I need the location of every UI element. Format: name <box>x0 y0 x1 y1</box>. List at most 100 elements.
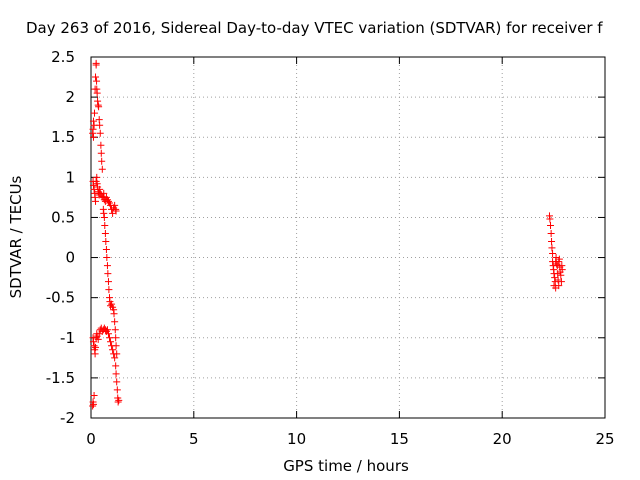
data-point <box>111 354 119 362</box>
y-tick-label: -1 <box>60 329 75 347</box>
data-point <box>90 342 98 350</box>
x-tick-label: 25 <box>595 430 614 448</box>
data-point <box>547 229 555 237</box>
data-point <box>551 278 559 286</box>
data-point <box>113 386 121 394</box>
data-point <box>107 338 115 346</box>
data-point <box>112 362 120 370</box>
plot-frame <box>90 56 606 419</box>
data-point <box>554 276 562 284</box>
x-tick-label: 15 <box>390 430 409 448</box>
data-point <box>102 246 110 254</box>
data-point <box>110 350 118 358</box>
data-point <box>95 103 103 111</box>
data-point <box>112 370 120 378</box>
data-point <box>109 346 117 354</box>
y-tick-label: 1 <box>65 168 75 186</box>
data-point <box>94 97 102 105</box>
y-tick-label: 0.5 <box>51 208 75 226</box>
data-point <box>104 330 112 338</box>
data-point <box>547 221 555 229</box>
data-point <box>92 343 100 351</box>
y-tick-label: -1.5 <box>46 369 75 387</box>
grid-lines <box>91 57 605 418</box>
x-tick-label: 10 <box>287 430 306 448</box>
data-point <box>92 59 100 67</box>
data-point <box>89 181 97 189</box>
data-point <box>104 270 112 278</box>
x-axis-label: GPS time / hours <box>283 457 409 475</box>
data-point <box>111 318 119 326</box>
data-point <box>549 250 557 258</box>
data-point <box>552 254 560 262</box>
data-point <box>108 342 116 350</box>
data-point <box>113 378 121 386</box>
y-axis-ticks: 2.5 2 1.5 1 0.5 0 -0.5 -1 -1.5 -2 <box>46 48 605 427</box>
data-point <box>97 141 105 149</box>
data-point <box>106 334 114 342</box>
data-point <box>92 73 100 81</box>
data-point <box>103 254 111 262</box>
y-tick-label: 1.5 <box>51 128 75 146</box>
data-point <box>89 338 97 346</box>
data-point <box>91 350 99 358</box>
data-point <box>103 262 111 270</box>
data-point <box>98 157 106 165</box>
y-tick-label: -0.5 <box>46 289 75 307</box>
data-point <box>93 89 101 97</box>
data-point <box>93 77 101 85</box>
data-point <box>104 278 112 286</box>
chart-title: Day 263 of 2016, Sidereal Day-to-day VTE… <box>26 19 603 37</box>
data-point <box>112 334 120 342</box>
data-point <box>96 121 104 129</box>
data-point <box>557 278 565 286</box>
x-tick-label: 0 <box>86 430 96 448</box>
data-point <box>100 213 108 221</box>
x-tick-label: 20 <box>493 430 512 448</box>
y-tick-label: 0 <box>65 249 75 267</box>
data-point <box>89 125 97 133</box>
data-point <box>108 300 116 308</box>
data-point <box>96 185 104 193</box>
data-point <box>101 229 109 237</box>
data-point <box>100 189 108 197</box>
x-tick-label: 5 <box>189 430 199 448</box>
data-point <box>89 400 97 408</box>
data-point <box>557 271 565 279</box>
data-points <box>89 59 566 410</box>
x-axis-ticks: 0 5 10 15 20 25 <box>86 57 615 448</box>
data-point <box>110 310 118 318</box>
y-tick-label: 2.5 <box>51 48 75 66</box>
data-point <box>548 238 556 246</box>
data-point <box>102 238 110 246</box>
data-point <box>92 197 100 205</box>
data-point <box>97 149 105 157</box>
y-tick-label: -2 <box>60 409 75 427</box>
data-point <box>555 255 563 263</box>
y-tick-label: 2 <box>65 88 75 106</box>
data-point <box>104 197 112 205</box>
data-point <box>94 335 102 343</box>
data-point <box>112 207 120 215</box>
y-axis-label: SDTVAR / TECUs <box>7 175 25 298</box>
data-point <box>555 282 563 290</box>
data-point <box>115 396 123 404</box>
data-point <box>105 286 113 294</box>
data-point <box>89 133 97 141</box>
data-point <box>98 165 106 173</box>
data-point <box>96 129 104 137</box>
data-point <box>558 266 566 274</box>
data-point <box>89 117 97 125</box>
data-point <box>111 201 119 209</box>
data-point <box>103 326 111 334</box>
data-point <box>100 209 108 217</box>
data-point <box>111 326 119 334</box>
data-point <box>114 398 122 406</box>
data-point <box>93 173 101 181</box>
data-point <box>546 215 554 223</box>
data-point <box>548 244 556 252</box>
data-point <box>90 109 98 117</box>
data-point <box>101 221 109 229</box>
data-point <box>90 392 98 400</box>
